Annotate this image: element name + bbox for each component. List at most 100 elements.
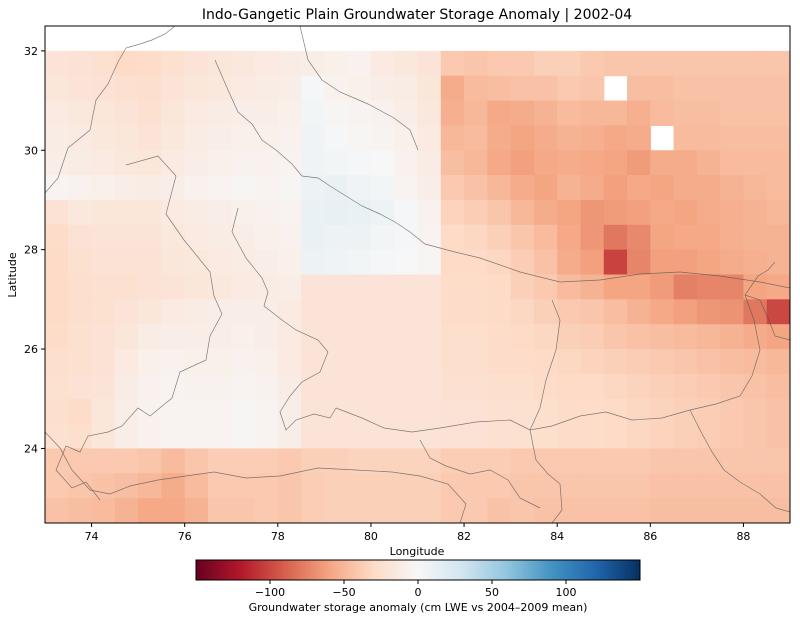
heatmap-cell — [766, 498, 790, 523]
heatmap-cell — [231, 199, 256, 226]
heatmap-cell — [68, 150, 93, 176]
heatmap-cell — [440, 299, 465, 325]
heatmap-cell — [394, 448, 419, 474]
heatmap-cell — [697, 523, 721, 548]
heatmap-cell — [68, 398, 93, 425]
heatmap-cell — [114, 349, 139, 375]
heatmap-cell — [370, 498, 395, 523]
heatmap-cell — [487, 274, 512, 300]
heatmap-cell — [68, 224, 93, 251]
heatmap-cell — [68, 274, 93, 300]
heatmap-cell — [673, 448, 698, 474]
heatmap-cell — [91, 224, 116, 251]
heatmap-cell — [603, 199, 628, 226]
colorbar-tick-label: −100 — [255, 586, 285, 599]
heatmap-cell — [580, 249, 605, 276]
heatmap-cell — [114, 498, 139, 523]
heatmap-cell — [231, 448, 256, 474]
heatmap-cell — [464, 125, 488, 151]
heatmap-cell — [440, 498, 465, 523]
heatmap-cell — [557, 224, 582, 251]
heatmap-cell — [207, 100, 232, 126]
heatmap-cell — [557, 473, 582, 499]
heatmap-cell — [254, 398, 279, 425]
heatmap-cell — [720, 498, 745, 523]
heatmap-cell — [277, 349, 302, 375]
heatmap-cell — [207, 448, 232, 474]
heatmap-cell — [370, 373, 395, 400]
heatmap-cell — [370, 50, 395, 77]
heatmap-cell — [301, 249, 325, 276]
heatmap-cell — [603, 324, 628, 350]
heatmap-cell — [115, 548, 139, 573]
heatmap-cell — [533, 175, 558, 201]
heatmap-cell — [45, 423, 69, 450]
y-axis-label: Latitude — [6, 252, 19, 298]
heatmap-cell — [231, 473, 256, 499]
heatmap-cell — [533, 199, 558, 226]
heatmap-cell — [277, 299, 302, 325]
heatmap-cell — [627, 125, 651, 151]
heatmap-cell — [91, 498, 116, 523]
heatmap-cell — [417, 448, 442, 474]
heatmap-cell — [580, 100, 605, 126]
heatmap-cell — [301, 448, 325, 474]
heatmap-cell — [324, 523, 348, 548]
heatmap-cell — [114, 249, 139, 276]
heatmap-cell — [580, 150, 605, 176]
heatmap-cell — [440, 224, 465, 251]
heatmap-cell — [603, 150, 628, 176]
heatmap-cell — [138, 249, 163, 276]
heatmap-cell — [394, 50, 419, 77]
heatmap-cell — [161, 498, 186, 523]
heatmap-cell — [766, 448, 790, 474]
heatmap-cell — [161, 125, 186, 151]
heatmap-cell — [301, 423, 325, 450]
heatmap-cell — [720, 274, 745, 300]
heatmap-cell — [114, 100, 139, 126]
heatmap-cell — [767, 573, 791, 598]
heatmap-cell — [324, 249, 349, 276]
heatmap-cell — [696, 349, 721, 375]
heatmap-cell — [603, 175, 628, 201]
heatmap-cell — [324, 125, 349, 151]
heatmap-cell — [487, 448, 512, 474]
heatmap-cell — [603, 373, 628, 400]
y-tick-label: 24 — [24, 442, 38, 455]
heatmap-cell — [161, 423, 186, 450]
heatmap-cell — [207, 175, 232, 201]
heatmap-cell — [697, 573, 721, 598]
heatmap-cell — [370, 224, 395, 251]
heatmap-cell — [254, 175, 279, 201]
heatmap-cell — [417, 50, 442, 77]
heatmap-cell — [673, 423, 698, 450]
heatmap-cell — [720, 573, 744, 598]
heatmap-cell — [370, 199, 395, 226]
heatmap-cell — [440, 249, 465, 276]
border-line-east — [529, 299, 563, 523]
heatmap-cell — [627, 150, 651, 176]
heatmap-cell — [627, 175, 651, 201]
heatmap-cell — [231, 50, 256, 77]
heatmap-cell — [767, 548, 791, 573]
heatmap-cell — [184, 224, 209, 251]
heatmap-cell — [45, 199, 69, 226]
heatmap-cell — [114, 423, 139, 450]
heatmap-cell — [184, 274, 209, 300]
heatmap-cell — [464, 349, 488, 375]
heatmap-cell — [347, 299, 372, 325]
heatmap-cell — [161, 50, 186, 77]
heatmap-cell — [138, 573, 162, 598]
heatmap-cell — [650, 573, 674, 598]
heatmap-cell — [464, 249, 488, 276]
heatmap-cell — [743, 150, 768, 176]
heatmap-cell — [68, 299, 93, 325]
heatmap-cell — [347, 100, 372, 126]
heatmap-cell — [767, 523, 791, 548]
heatmap-cell — [720, 150, 745, 176]
heatmap-cell — [231, 175, 256, 201]
heatmap-cell — [184, 100, 209, 126]
heatmap-cell — [533, 423, 558, 450]
heatmap-cell — [115, 523, 139, 548]
heatmap-cell — [650, 473, 675, 499]
